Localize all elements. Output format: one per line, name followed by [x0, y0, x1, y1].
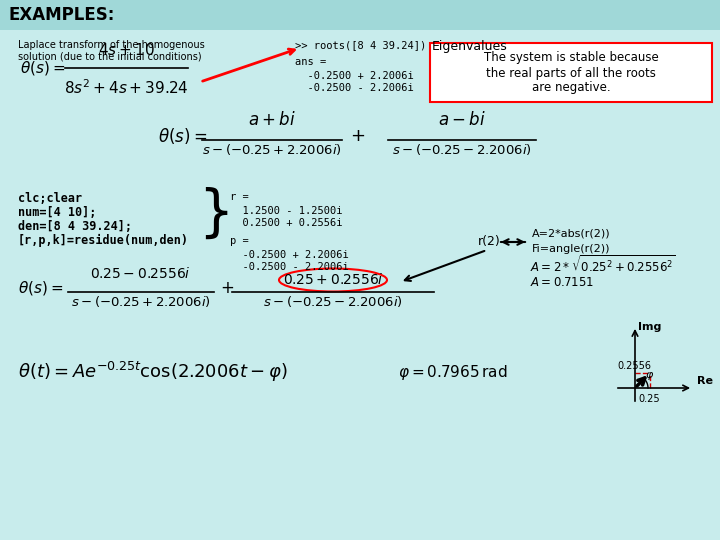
Text: $\theta(s) =$: $\theta(s) =$ [18, 279, 63, 297]
Text: $a - bi$: $a - bi$ [438, 111, 486, 129]
Text: EXAMPLES:: EXAMPLES: [8, 6, 114, 24]
Text: Laplace transform of the homogenous
solution (due to the initial conditions): Laplace transform of the homogenous solu… [18, 40, 204, 62]
Text: $+$: $+$ [350, 127, 365, 145]
Text: }: } [198, 187, 233, 241]
Text: $s-(-0.25-2.2006i)$: $s-(-0.25-2.2006i)$ [263, 294, 403, 309]
FancyBboxPatch shape [0, 0, 720, 30]
FancyBboxPatch shape [430, 43, 712, 102]
Text: The system is stable because
the real parts of all the roots
are negative.: The system is stable because the real pa… [484, 51, 658, 94]
Text: 0.25: 0.25 [639, 394, 660, 404]
Text: $\theta(s) =$: $\theta(s) =$ [158, 126, 207, 146]
Text: $A = 0.7151$: $A = 0.7151$ [530, 275, 594, 288]
Text: $0.25+0.2556i$: $0.25+0.2556i$ [283, 273, 383, 287]
Text: r =: r = [230, 192, 248, 202]
Text: $8s^2 + 4s + 39.24$: $8s^2 + 4s + 39.24$ [63, 78, 189, 97]
Text: $A = 2*\sqrt{0.25^2 + 0.2556^2}$: $A = 2*\sqrt{0.25^2 + 0.2556^2}$ [530, 254, 676, 275]
Text: Img: Img [638, 322, 662, 332]
Text: num=[4 10];: num=[4 10]; [18, 206, 96, 219]
Text: $\varphi$: $\varphi$ [645, 370, 654, 382]
Text: $0.25-0.2556i$: $0.25-0.2556i$ [89, 266, 190, 281]
Text: $\theta(t) = Ae^{-0.25t}\cos(2.2006t - \varphi)$: $\theta(t) = Ae^{-0.25t}\cos(2.2006t - \… [18, 360, 287, 384]
Text: clc;clear: clc;clear [18, 192, 82, 205]
Text: $s-(-0.25+2.2006i)$: $s-(-0.25+2.2006i)$ [71, 294, 211, 309]
Text: p =: p = [230, 236, 248, 246]
Text: -0.2500 + 2.2006i: -0.2500 + 2.2006i [230, 250, 348, 260]
Text: 1.2500 - 1.2500i: 1.2500 - 1.2500i [230, 206, 343, 216]
Text: >> roots([8 4 39.24]): >> roots([8 4 39.24]) [295, 40, 426, 50]
Text: Fi=angle(r(2)): Fi=angle(r(2)) [532, 244, 611, 254]
Text: den=[8 4 39.24];: den=[8 4 39.24]; [18, 220, 132, 233]
Text: -0.2500 - 2.2006i: -0.2500 - 2.2006i [295, 83, 414, 93]
Text: A=2*abs(r(2)): A=2*abs(r(2)) [532, 229, 611, 239]
Text: Eigenvalues: Eigenvalues [432, 40, 508, 53]
Text: $+$: $+$ [220, 279, 234, 297]
Text: Re: Re [697, 376, 713, 386]
Text: [r,p,k]=residue(num,den): [r,p,k]=residue(num,den) [18, 234, 189, 247]
Text: $s-(-0.25+2.2006i)$: $s-(-0.25+2.2006i)$ [202, 142, 342, 157]
Text: 0.2556: 0.2556 [617, 361, 651, 371]
Text: $\theta(s) =$: $\theta(s) =$ [20, 59, 66, 77]
Text: ans =: ans = [295, 57, 326, 67]
Text: $\varphi = 0.7965\,\mathrm{rad}$: $\varphi = 0.7965\,\mathrm{rad}$ [398, 362, 508, 381]
Text: 0.2500 + 0.2556i: 0.2500 + 0.2556i [230, 218, 343, 228]
Text: -0.2500 - 2.2006i: -0.2500 - 2.2006i [230, 262, 348, 272]
Text: r(2): r(2) [478, 235, 500, 248]
Text: $s-(-0.25-2.2006i)$: $s-(-0.25-2.2006i)$ [392, 142, 532, 157]
Text: $a + bi$: $a + bi$ [248, 111, 296, 129]
Text: $4s + 10$: $4s + 10$ [98, 42, 154, 58]
Text: -0.2500 + 2.2006i: -0.2500 + 2.2006i [295, 71, 414, 81]
